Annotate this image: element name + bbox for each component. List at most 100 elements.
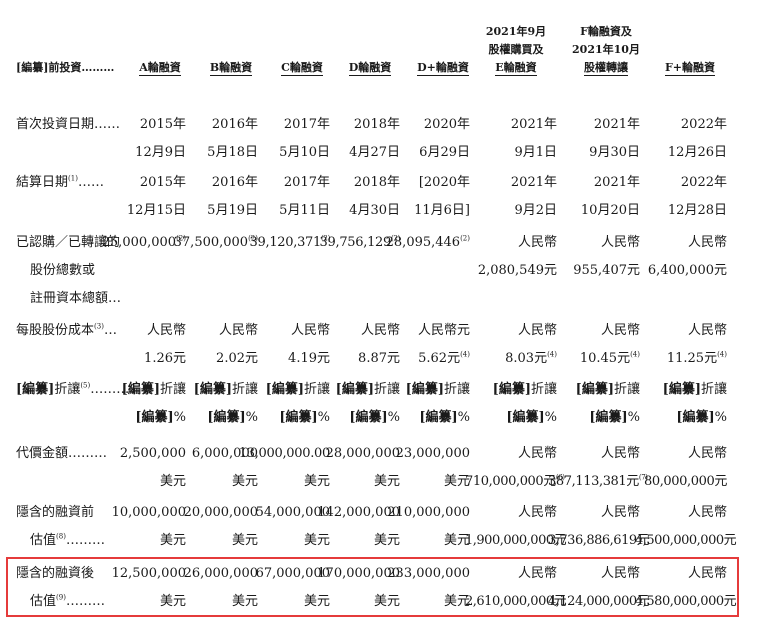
pre-money-currency: 1,900,000,000元 <box>465 533 567 549</box>
column-header-7-line-3: 股權轉讓 <box>561 60 651 76</box>
cost-currency: 人民幣 <box>238 323 330 339</box>
discount-text: 折讓 <box>700 382 727 397</box>
consideration-value: 2,500,000 <box>94 446 186 462</box>
column-header-3-line-1: C輪融資 <box>257 60 347 76</box>
consideration-value-value: 人民幣 <box>600 446 640 461</box>
pre-money-currency-value: 3,736,886,619元 <box>548 533 650 548</box>
discount-bracket: [編纂] <box>135 410 174 425</box>
settlement-day-value: 9月2日 <box>514 203 557 218</box>
row-label-text: 估值 <box>30 594 57 609</box>
discount-bracket: [編纂] <box>121 382 160 397</box>
cost-currency: 人民幣 <box>166 323 258 339</box>
column-header-text: A輪融資 <box>139 61 181 76</box>
discount-text: 折讓 <box>443 382 470 397</box>
row-label-pre-money-valuation: 估值(8)……… <box>30 533 105 549</box>
discount-text: 折讓 <box>613 382 640 397</box>
discount-bracket: [編纂] <box>676 410 715 425</box>
row-label-settlement-date: 結算日期(1)…… <box>16 175 104 191</box>
cost-currency-value: 人民幣 <box>600 323 640 338</box>
total-shares-value-note: (2) <box>176 234 186 243</box>
discount-text: 折讓 <box>530 382 557 397</box>
discount-percent: [編纂]% <box>308 410 400 426</box>
cost-currency: 人民幣 <box>308 323 400 339</box>
pre-money-currency-value: 美元 <box>303 533 330 548</box>
discount-percent: [編纂]% <box>166 410 258 426</box>
total-shares-value: 39,120,371(2) <box>238 235 331 251</box>
consideration-currency: 80,000,000元 <box>635 474 727 490</box>
settlement-year: 2021年 <box>465 175 557 191</box>
settlement-year-value: 2021年 <box>593 175 640 190</box>
settlement-day-value: 5月11日 <box>279 203 330 218</box>
row-label-text: 折讓 <box>54 382 81 397</box>
discount-bracket: [編纂] <box>492 382 531 397</box>
pre-money-value: 142,000,000 <box>308 505 400 521</box>
column-header-2-line-1: B輪融資 <box>186 60 276 76</box>
discount-percent: [編纂]% <box>635 410 727 426</box>
first-investment-day: 9月1日 <box>465 145 557 161</box>
pre-money-currency: 美元 <box>238 533 330 549</box>
consideration-currency: 387,113,381元(7) <box>548 474 648 490</box>
settlement-year-value: 2016年 <box>211 175 258 190</box>
consideration-value: 人民幣 <box>635 446 727 462</box>
row-label-note: (3) <box>94 322 104 331</box>
column-header-text: B輪融資 <box>209 61 253 76</box>
settlement-day: 10月20日 <box>548 203 640 219</box>
row-label-note: (9) <box>56 593 66 602</box>
row-label-dots: … <box>103 323 117 338</box>
cost-value-value: 4.19元 <box>288 351 330 366</box>
post-money-currency: 美元 <box>378 594 470 610</box>
first-investment-day-value: 4月27日 <box>349 145 400 160</box>
cost-currency: 人民幣 <box>94 323 186 339</box>
discount-bracket: [編纂] <box>193 382 232 397</box>
total-shares-value: 37,500,000(2) <box>166 235 258 251</box>
cost-value: 11.25元(4) <box>635 351 727 367</box>
post-money-value-value: 人民幣 <box>687 566 727 581</box>
row-label-dots: ……… <box>90 382 130 397</box>
consideration-value: 人民幣 <box>465 446 557 462</box>
settlement-day: 5月19日 <box>166 203 258 219</box>
discount-text: % <box>457 410 470 425</box>
post-money-currency-value: 4,124,000,000元 <box>548 594 650 609</box>
first-investment-year-value: 2021年 <box>510 117 557 132</box>
discount-bracket: [編纂] <box>662 382 701 397</box>
pre-money-value-value: 20,000,000 <box>183 505 258 520</box>
row-label-text: 每股股份成本 <box>16 323 95 338</box>
first-investment-day: 12月26日 <box>635 145 727 161</box>
cost-currency-value: 人民幣 <box>146 323 186 338</box>
settlement-year: 2021年 <box>548 175 640 191</box>
discount-value: [編纂]折讓 <box>465 382 557 398</box>
discount-value: [編纂]折讓 <box>166 382 258 398</box>
row-label-post-money-valuation: 估值(9)……… <box>30 594 105 610</box>
first-investment-day-value: 9月30日 <box>589 145 640 160</box>
total-shares-value-note: (2) <box>460 234 470 243</box>
post-money-value: 人民幣 <box>465 566 557 582</box>
discount-text: 折讓 <box>373 382 400 397</box>
post-money-value-value: 67,000,000 <box>255 566 330 581</box>
consideration-value: 13,000,000.00 <box>238 446 331 462</box>
first-investment-day: 5月18日 <box>166 145 258 161</box>
cost-currency-value: 人民幣元 <box>417 323 470 338</box>
settlement-year: 2016年 <box>166 175 258 191</box>
consideration-currency-value: 美元 <box>373 474 400 489</box>
first-investment-day-value: 12月26日 <box>667 145 727 160</box>
total-shares-rmb-value: 2,080,549元 <box>477 263 557 278</box>
first-investment-year-value: 2015年 <box>139 117 186 132</box>
settlement-day: 9月2日 <box>465 203 557 219</box>
consideration-currency: 美元 <box>238 474 330 490</box>
settlement-day: 11月6日] <box>378 203 470 219</box>
post-money-value-value: 26,000,000 <box>183 566 258 581</box>
cost-value-note: (4) <box>630 350 640 359</box>
consideration-value-value: 23,000,000 <box>395 446 470 461</box>
total-shares-value: 人民幣 <box>548 235 640 251</box>
row-label-text: 隱含的融資前 <box>16 505 95 520</box>
post-money-currency: 美元 <box>94 594 186 610</box>
settlement-year-value: 2017年 <box>283 175 330 190</box>
pre-money-value-value: 人民幣 <box>687 505 727 520</box>
first-investment-year: 2015年 <box>94 117 186 133</box>
post-money-value-value: 人民幣 <box>600 566 640 581</box>
post-money-value: 人民幣 <box>548 566 640 582</box>
row-label-text: 結算日期 <box>16 175 69 190</box>
consideration-currency-note: (6) <box>555 473 565 482</box>
pre-money-value-value: 10,000,000 <box>111 505 186 520</box>
total-shares-rmb-value: 6,400,000元 <box>647 263 727 278</box>
